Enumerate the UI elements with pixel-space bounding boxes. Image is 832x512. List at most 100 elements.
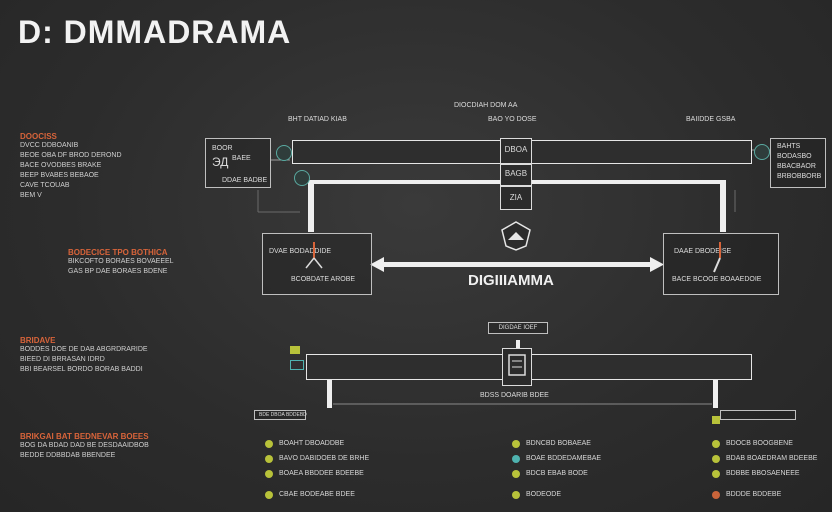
section-heading: BRIDAVE (20, 336, 56, 345)
connector-right-down (720, 182, 726, 232)
teal-square-icon (290, 360, 304, 370)
legend-text: BDAB BOAEDRAM BDEEBE (726, 455, 818, 462)
legend-text: BAVO DABIDOEB DE BRHE (279, 455, 370, 462)
left-card-line1: BOOR (212, 145, 233, 152)
center-stack-label: DBOA (504, 145, 528, 154)
center-arrow-shaft (380, 262, 658, 267)
left-node-label: DVAE BODADDIDE (269, 248, 332, 255)
legend-text: BODEODE (526, 491, 562, 498)
right-card-line: BRBOBBORB (777, 173, 822, 180)
section-line: BIEED DI BRRASAN IDRD (20, 356, 105, 363)
legend-item: BDCB EBAB BODE (512, 466, 601, 481)
left-section-4: BRIKGAI BAT BEDNEVAR BOEES BOG DA BDAD D… (20, 432, 149, 461)
section-line: BBI BEARSEL BORDO BORAB BADDI (20, 366, 143, 373)
right-card-line: BAHTS (777, 143, 801, 150)
center-stack-node-3: ZIA (500, 186, 532, 210)
left-node-sub: BCOBDATE AROBE (291, 276, 356, 283)
section-line: BODDES DOE DE DAB ABGRDRARIDE (20, 346, 148, 353)
legend-dot-icon (512, 439, 520, 448)
legend-dot-icon (512, 454, 520, 463)
center-stack-node-2: BAGB (500, 164, 532, 186)
center-label: DIGIIIAMMA (468, 272, 554, 289)
legend-text: BDOCB BOOGBENE (726, 440, 793, 447)
page-title: D: DMMADRAMA (18, 14, 292, 50)
left-node: DVAE BODADDIDE BCOBDATE AROBE (262, 233, 372, 295)
legend-column-1: BOAHT DBOADDBE BAVO DABIDOEB DE BRHE BOA… (265, 436, 369, 502)
top-label: DIOCDIAH DOM AA (454, 102, 518, 109)
section-line: BACE OVODBES BRAKE (20, 162, 102, 169)
arrow-head-left (370, 257, 384, 272)
pen-icon (305, 242, 323, 269)
connector-bottom-left (327, 378, 332, 408)
section-line: BEDDE DDBBDAB BBENDEE (20, 452, 116, 459)
pen-icon (713, 242, 721, 273)
connector-bottom-right (713, 378, 718, 408)
right-card-line: BODASBO (777, 153, 812, 160)
legend-dot-icon (265, 454, 273, 463)
legend-dot-icon (512, 490, 520, 499)
legend-item: BDAB BOAEDRAM BDEEBE (712, 451, 817, 466)
section-line: BEM V (20, 192, 42, 199)
legend-item: BAVO DABIDOEB DE BRHE (265, 451, 369, 466)
arrow-head-right (650, 257, 664, 272)
center-small-box: DIGDAE IOEF (488, 322, 548, 334)
legend-item: BOAEA BBDDEE BDEEBE (265, 466, 369, 481)
section-line: BEOE OBA DF BROD DEROND (20, 152, 122, 159)
section-line: DVCC DDBOANIB (20, 142, 79, 149)
center-stack-node-1: DBOA (500, 138, 532, 164)
legend-text: BDNCBD BOBAEAE (526, 440, 591, 447)
left-card: BOOR ЭД BAEE DDAE BADBE (205, 138, 271, 188)
right-card: BAHTS BODASBO BBACBAOR BRBOBBORB (770, 138, 826, 188)
olive-square-icon (712, 416, 720, 424)
col-header-left: BHT DATIAD KIAB (288, 116, 347, 123)
legend-text: BOAE BDDEDAMEBAE (526, 455, 602, 462)
col-header-center: BAO YO DOSE (488, 116, 537, 123)
left-card-line3: DDAE BADBE (222, 177, 268, 184)
center-stack-label: BAGB (504, 169, 528, 178)
legend-text: BDBBE BBOSAENEEE (726, 470, 800, 477)
legend-text: BDDDE BDDEBE (726, 491, 782, 498)
center-stack-label: ZIA (509, 193, 523, 202)
legend-item: BDOCB BOOGBENE (712, 436, 817, 451)
legend-dot-icon (712, 454, 720, 463)
legend-item: BDBBE BBOSAENEEE (712, 466, 817, 481)
legend-item: BODEODE (512, 487, 601, 502)
left-card-glyph: ЭД (212, 155, 229, 169)
center-bottom-label: BDSS DOARIB BDEE (480, 392, 549, 399)
section-line: GAS BP DAE BORAES BDENE (68, 268, 168, 275)
legend-text: BDCB EBAB BODE (526, 470, 588, 477)
legend-column-3: BDOCB BOOGBENE BDAB BOAEDRAM BDEEBE BDBB… (712, 436, 817, 502)
legend-dot-icon (265, 439, 273, 448)
legend-dot-icon (712, 439, 720, 448)
legend-item: BOAHT DBOADDBE (265, 436, 369, 451)
link-icon (294, 170, 310, 186)
legend-item: BDNCBD BOBAEAE (512, 436, 601, 451)
link-icon (754, 144, 770, 160)
section-heading: DOOCISS (20, 132, 57, 141)
section-line: BEEP BVABES BEBAOE (20, 172, 99, 179)
bottom-box-right (720, 410, 796, 420)
right-node: DAAE DBODEISE BACE BCOOE BOAAEDOIE (663, 233, 779, 295)
right-node-label: DAAE DBODEISE (674, 248, 732, 255)
section-line: BOG DA BDAD DAD BE DESDAAIDBOB (20, 442, 149, 449)
olive-square-icon (290, 346, 300, 354)
legend-item: BDDDE BDDEBE (712, 487, 817, 502)
section-heading: BODECICE TPO BOTHICA (68, 248, 168, 257)
document-icon (508, 354, 526, 376)
legend-item: CBAE BODEABE BDEE (265, 487, 369, 502)
left-section-3: BRIDAVE BODDES DOE DE DAB ABGRDRARIDE BI… (20, 336, 148, 375)
section-heading: BRIKGAI BAT BEDNEVAR BOEES (20, 432, 149, 441)
legend-column-2: BDNCBD BOBAEAE BOAE BDDEDAMEBAE BDCB EBA… (512, 436, 601, 502)
legend-dot-icon (265, 469, 273, 478)
left-section-1: DOOCISS DVCC DDBOANIB BEOE OBA DF BROD D… (20, 132, 122, 201)
section-line: BIKCOFTO BORAES BOVAEEEL (68, 258, 174, 265)
legend-dot-icon (712, 490, 720, 499)
legend-text: BOAEA BBDDEE BDEEBE (279, 470, 364, 477)
legend-text: BOAHT DBOADDBE (279, 440, 345, 447)
center-small-box-label: DIGDAE IOEF (498, 325, 538, 331)
left-card-line2: BAEE (232, 155, 251, 162)
lower-center-node (502, 348, 532, 386)
legend-dot-icon (265, 490, 273, 499)
shield-icon (501, 221, 531, 251)
left-section-2: BODECICE TPO BOTHICA BIKCOFTO BORAES BOV… (68, 248, 174, 277)
